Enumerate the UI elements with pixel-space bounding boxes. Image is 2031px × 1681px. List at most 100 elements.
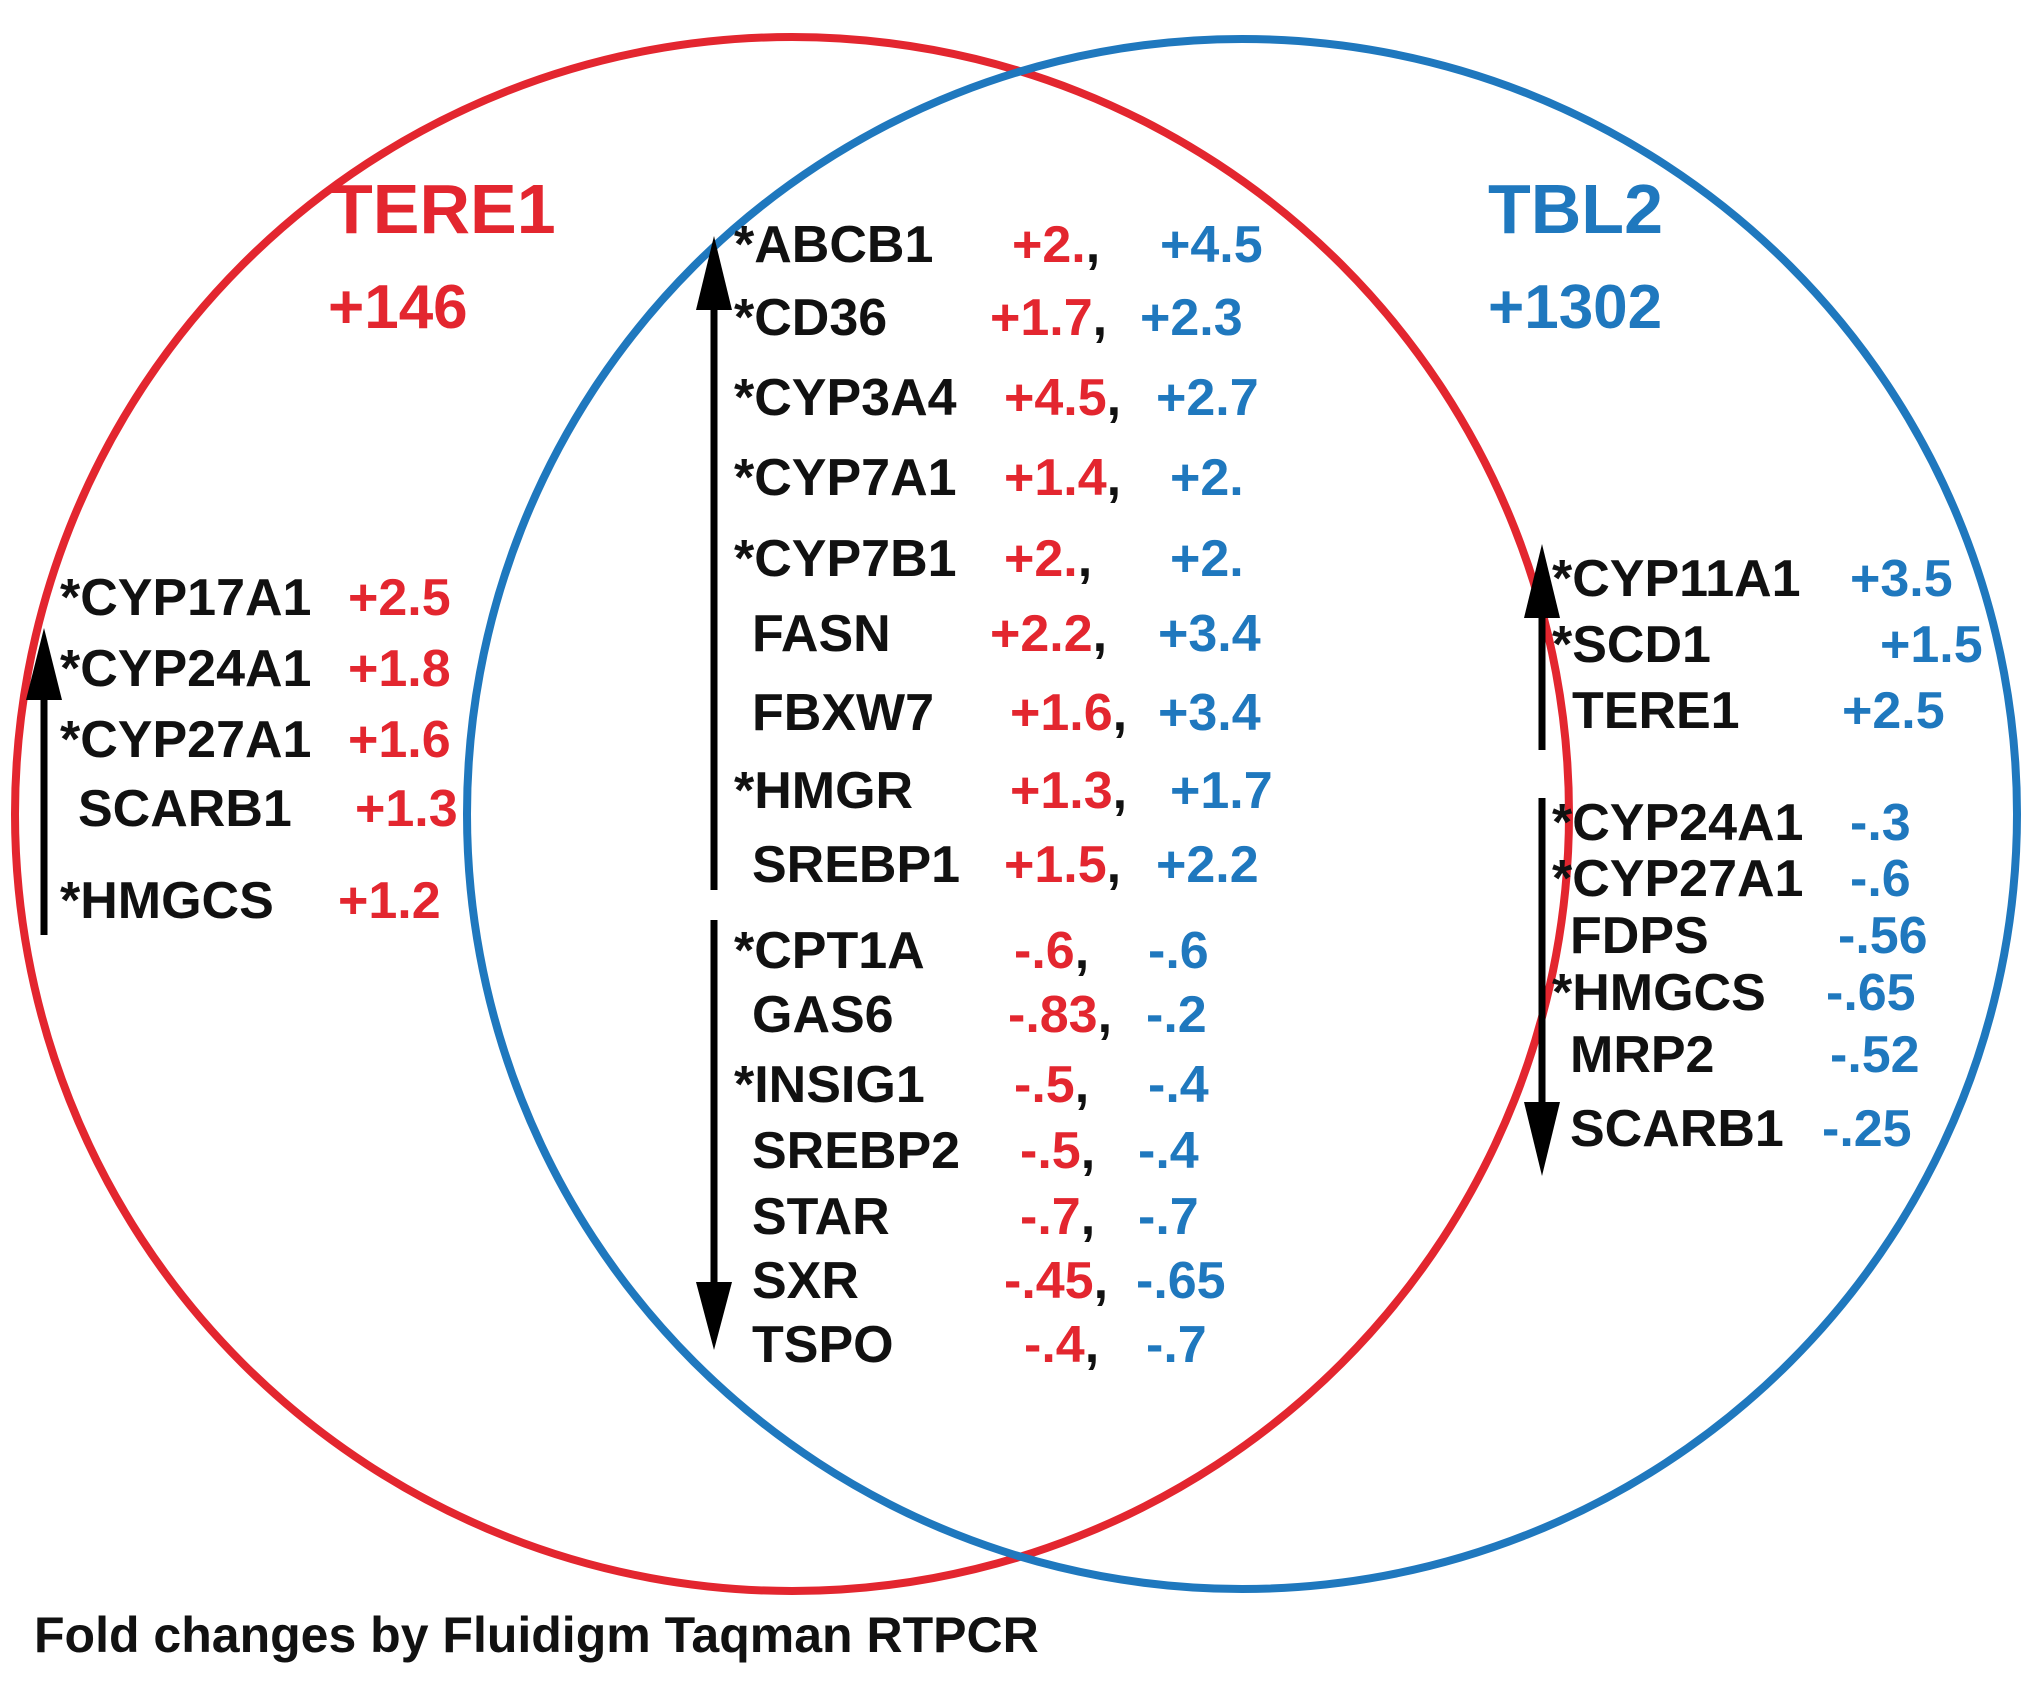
separator-comma: , <box>1075 1056 1089 1114</box>
shared-down-arrow-head <box>696 1282 732 1350</box>
separator-comma: , <box>1107 449 1121 507</box>
shared-up-list: *ABCB1 +2., +4.5 *CD36 +1.7, +2.3 *CYP3A4 +4.5,… <box>734 216 1273 894</box>
gene-label: *HMGR <box>734 762 913 820</box>
tere1-fold-value: +1.8 <box>348 640 451 698</box>
tbl2-fold-value: +1.7 <box>1170 762 1273 820</box>
gene-label: TERE1 <box>1572 682 1740 740</box>
tbl2-fold-value: +2.3 <box>1140 289 1243 347</box>
separator-comma: , <box>1107 369 1121 427</box>
tbl2-fold-value: -.6 <box>1148 922 1209 980</box>
gene-label: *HMGCS <box>60 872 274 930</box>
separator-comma: , <box>1081 1188 1095 1246</box>
separator-comma: , <box>1093 605 1107 663</box>
gene-label: *ABCB1 <box>734 216 933 274</box>
gene-label: FDPS <box>1570 907 1709 965</box>
tere1-fold-value: +1.4, <box>1004 449 1121 507</box>
tere1-fold-value: -.7, <box>1020 1188 1095 1246</box>
tbl2-fold-value: +3.4 <box>1158 684 1261 742</box>
separator-comma: , <box>1075 922 1089 980</box>
gene-label: *CYP7A1 <box>734 449 957 507</box>
gene-label: FASN <box>752 605 891 663</box>
tbl2-count: +1302 <box>1488 273 1662 342</box>
tbl2-fold-value: -.2 <box>1146 986 1207 1044</box>
tere1-fold-value: +1.7, <box>990 289 1107 347</box>
tbl2-fold-value: -.6 <box>1850 850 1911 908</box>
gene-label: *INSIG1 <box>734 1056 925 1114</box>
gene-label: TSPO <box>752 1316 894 1374</box>
tbl2-fold-value: +2.5 <box>1842 682 1945 740</box>
gene-label: *CYP24A1 <box>60 640 311 698</box>
gene-label: GAS6 <box>752 986 894 1044</box>
tbl2-up-arrow-head <box>1524 544 1560 618</box>
tbl2-fold-value: -.7 <box>1146 1316 1207 1374</box>
gene-label: SCARB1 <box>78 780 292 838</box>
shared-down-list: *CPT1A -.6, -.6 GAS6 -.83, -.2 *INSIG1 -.5, -.4 S… <box>734 922 1226 1374</box>
gene-label: SREBP1 <box>752 836 960 894</box>
tbl2-fold-value: +1.5 <box>1880 616 1983 674</box>
gene-label: FBXW7 <box>752 684 934 742</box>
tere1-fold-value: +1.2 <box>338 872 441 930</box>
tbl2-fold-value: -.4 <box>1138 1122 1199 1180</box>
gene-label: *CYP27A1 <box>1552 850 1803 908</box>
tere1-only-up-list: *CYP17A1 +2.5 *CYP24A1 +1.8 *CYP27A1 +1.6 SCAR… <box>60 569 458 930</box>
separator-comma: , <box>1085 1316 1099 1374</box>
separator-comma: , <box>1086 216 1100 274</box>
tere1-fold-value: -.6, <box>1014 922 1089 980</box>
gene-label: STAR <box>752 1188 890 1246</box>
tbl2-fold-value: -.3 <box>1850 794 1911 852</box>
tere1-fold-value: +1.3, <box>1010 762 1127 820</box>
tere1-fold-value: +1.6, <box>1010 684 1127 742</box>
gene-label: SCARB1 <box>1570 1100 1784 1158</box>
separator-comma: , <box>1093 289 1107 347</box>
gene-label: *CYP17A1 <box>60 569 311 627</box>
tere1-fold-value: +2.5 <box>348 569 451 627</box>
tere1-fold-value: +1.6 <box>348 711 451 769</box>
tere1-fold-value: +2.2, <box>990 605 1107 663</box>
tbl2-title: TBL2 <box>1488 170 1663 248</box>
gene-label: SXR <box>752 1252 859 1310</box>
tere1-fold-value: -.45, <box>1004 1252 1108 1310</box>
tbl2-only-up-list: *CYP11A1 +3.5 *SCD1 +1.5 TERE1 +2.5 <box>1552 550 1983 740</box>
tere1-fold-value: +1.3 <box>355 780 458 838</box>
gene-label: *CYP3A4 <box>734 369 957 427</box>
separator-comma: , <box>1113 762 1127 820</box>
gene-label: *CYP11A1 <box>1552 550 1801 608</box>
tbl2-fold-value: -.65 <box>1136 1252 1226 1310</box>
gene-label: MRP2 <box>1570 1026 1714 1084</box>
tbl2-fold-value: -.25 <box>1822 1100 1912 1158</box>
separator-comma: , <box>1078 530 1092 588</box>
separator-comma: , <box>1113 684 1127 742</box>
gene-label: *CYP24A1 <box>1552 794 1803 852</box>
tere1-fold-value: -.5, <box>1014 1056 1089 1114</box>
tere1-fold-value: +2., <box>1012 216 1100 274</box>
tere1-fold-value: +1.5, <box>1004 836 1121 894</box>
tbl2-fold-value: +3.5 <box>1850 550 1953 608</box>
tbl2-fold-value: -.52 <box>1830 1026 1920 1084</box>
arrows <box>26 236 1560 1350</box>
tere1-fold-value: -.4, <box>1024 1316 1099 1374</box>
tere1-fold-value: -.83, <box>1008 986 1112 1044</box>
separator-comma: , <box>1094 1252 1108 1310</box>
gene-label: *CD36 <box>734 289 887 347</box>
tbl2-fold-value: +3.4 <box>1158 605 1261 663</box>
tbl2-fold-value: +2.2 <box>1156 836 1259 894</box>
footer-caption: Fold changes by Fluidigm Taqman RTPCR <box>34 1607 1039 1663</box>
tbl2-fold-value: -.4 <box>1148 1056 1209 1114</box>
tere1-fold-value: +2., <box>1004 530 1092 588</box>
tere1-up-arrow-head <box>26 628 62 700</box>
tbl2-fold-value: +2. <box>1170 530 1244 588</box>
tbl2-only-down-list: *CYP24A1 -.3 *CYP27A1 -.6 FDPS -.56 *HMGCS -.65… <box>1552 794 1928 1158</box>
gene-label: *HMGCS <box>1552 964 1766 1022</box>
separator-comma: , <box>1107 836 1121 894</box>
gene-label: *CYP27A1 <box>60 711 311 769</box>
tbl2-fold-value: +2.7 <box>1156 369 1259 427</box>
tbl2-fold-value: -.56 <box>1838 907 1928 965</box>
gene-label: *SCD1 <box>1552 616 1711 674</box>
shared-up-arrow-head <box>696 236 732 310</box>
tbl2-down-arrow-head <box>1524 1102 1560 1176</box>
tere1-circle <box>11 33 1573 1595</box>
tere1-count: +146 <box>328 273 468 342</box>
separator-comma: , <box>1081 1122 1095 1180</box>
tere1-fold-value: -.5, <box>1020 1122 1095 1180</box>
